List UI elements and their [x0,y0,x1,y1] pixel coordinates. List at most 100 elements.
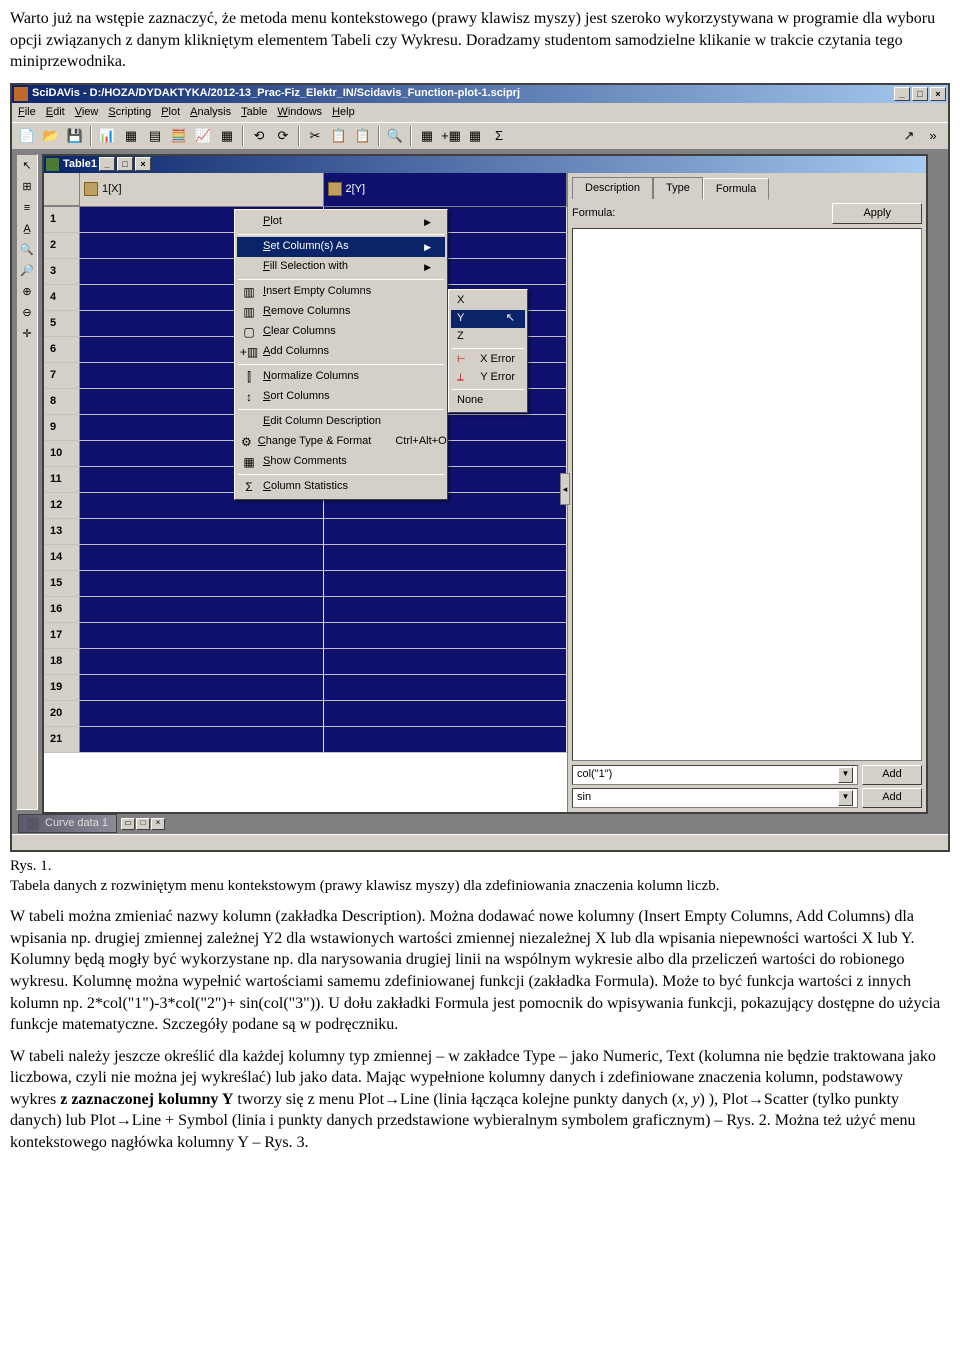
cell[interactable] [80,519,324,544]
row-number[interactable]: 7 [44,363,80,388]
cell[interactable] [324,571,568,596]
table-row[interactable]: 20 [44,701,567,727]
column-header-2[interactable]: 2[Y] [324,173,568,206]
row-number[interactable]: 20 [44,701,80,726]
cell[interactable] [324,623,568,648]
menu-plot[interactable]: Plot [161,105,180,120]
row-number[interactable]: 19 [44,675,80,700]
toolbar-button[interactable]: ✂ [304,125,326,147]
row-number[interactable]: 21 [44,727,80,752]
cell[interactable] [324,727,568,752]
child-maximize-button[interactable]: □ [117,157,133,171]
mini-close-button[interactable]: × [151,818,165,830]
mini-restore-button[interactable]: ▭ [121,818,135,830]
cell[interactable] [324,597,568,622]
add-colref-button[interactable]: Add [862,765,922,785]
row-number[interactable]: 8 [44,389,80,414]
graph-tool-button[interactable]: ↖ [17,157,37,177]
maximize-button[interactable]: □ [912,87,928,101]
table-row[interactable]: 16 [44,597,567,623]
submenu-item[interactable]: Y↖ [451,310,525,328]
row-number[interactable]: 12 [44,493,80,518]
toolbar-button[interactable]: ▦ [464,125,486,147]
cell[interactable] [80,623,324,648]
toolbar-button[interactable]: ⟲ [248,125,270,147]
toolbar-button[interactable]: ⟳ [272,125,294,147]
row-number[interactable]: 10 [44,441,80,466]
row-number[interactable]: 4 [44,285,80,310]
toolbar-button[interactable]: 📂 [40,125,62,147]
cell[interactable] [80,701,324,726]
toolbar-button[interactable]: » [922,125,944,147]
toolbar-button[interactable]: 🧮 [168,125,190,147]
context-menu-item[interactable]: ▥Insert Empty Columns [237,282,445,302]
minimize-button[interactable]: _ [894,87,910,101]
row-number[interactable]: 3 [44,259,80,284]
context-menu-item[interactable]: ⚙Change Type & FormatCtrl+Alt+O [237,432,445,452]
graph-tool-button[interactable]: ⊕ [17,283,37,303]
cell[interactable] [324,519,568,544]
toolbar-button[interactable]: 📈 [192,125,214,147]
table-row[interactable]: 13 [44,519,567,545]
add-function-button[interactable]: Add [862,788,922,808]
context-menu-item[interactable]: ↕Sort Columns [237,387,445,407]
row-number[interactable]: 16 [44,597,80,622]
close-button[interactable]: × [930,87,946,101]
row-number[interactable]: 9 [44,415,80,440]
row-number[interactable]: 14 [44,545,80,570]
toolbar-button[interactable]: Σ [488,125,510,147]
menu-file[interactable]: File [18,105,36,120]
table-row[interactable]: 21 [44,727,567,753]
child-minimize-button[interactable]: _ [99,157,115,171]
chevron-down-icon[interactable]: ▼ [838,790,853,806]
toolbar-button[interactable]: ▤ [144,125,166,147]
row-number[interactable]: 11 [44,467,80,492]
header-corner[interactable] [44,173,80,206]
row-number[interactable]: 6 [44,337,80,362]
graph-tool-button[interactable]: ≡ [17,199,37,219]
menu-windows[interactable]: Windows [277,105,322,120]
graph-tool-button[interactable]: ✛ [17,325,37,345]
context-menu-item[interactable]: Set Column(s) As▶ [237,237,445,257]
table-row[interactable]: 18 [44,649,567,675]
toolbar-button[interactable]: +▦ [440,125,462,147]
toolbar-button[interactable]: 📊 [96,125,118,147]
cell[interactable] [324,545,568,570]
chevron-down-icon[interactable]: ▼ [838,767,853,783]
toolbar-button[interactable]: 📄 [16,125,38,147]
formula-textarea[interactable] [572,228,922,760]
menu-help[interactable]: Help [332,105,355,120]
graph-tool-button[interactable]: 🔍 [17,241,37,261]
cell[interactable] [80,649,324,674]
submenu-item[interactable]: None [451,392,525,410]
submenu-item[interactable]: X [451,292,525,310]
context-menu-item[interactable]: Fill Selection with▶ [237,257,445,277]
cell[interactable] [80,727,324,752]
toolbar-button[interactable]: 🔍 [384,125,406,147]
cell[interactable] [80,571,324,596]
tab-formula[interactable]: Formula [703,178,769,201]
table-row[interactable]: 19 [44,675,567,701]
toolbar-button[interactable]: ▦ [216,125,238,147]
menu-edit[interactable]: Edit [46,105,65,120]
submenu-item[interactable]: Z [451,328,525,346]
toolbar-button[interactable]: ▦ [416,125,438,147]
context-menu-item[interactable]: ΣColumn Statistics [237,477,445,497]
table-row[interactable]: 15 [44,571,567,597]
cell[interactable] [80,675,324,700]
cell[interactable] [324,649,568,674]
menu-table[interactable]: Table [241,105,267,120]
panel-collapse-handle[interactable]: ◂ [560,473,570,505]
menu-analysis[interactable]: Analysis [190,105,231,120]
menu-view[interactable]: View [75,105,99,120]
apply-button[interactable]: Apply [832,203,922,224]
context-menu-item[interactable]: ▢Clear Columns [237,322,445,342]
child-close-button[interactable]: × [135,157,151,171]
toolbar-button[interactable]: ▦ [120,125,142,147]
graph-tool-button[interactable]: 🔎 [17,262,37,282]
column-header-1[interactable]: 1[X] [80,173,324,206]
function-combo[interactable]: sin ▼ [572,788,858,808]
cell[interactable] [324,675,568,700]
submenu-item[interactable]: ⊢X Error [451,351,525,369]
context-menu-item[interactable]: ⫿Normalize Columns [237,367,445,387]
